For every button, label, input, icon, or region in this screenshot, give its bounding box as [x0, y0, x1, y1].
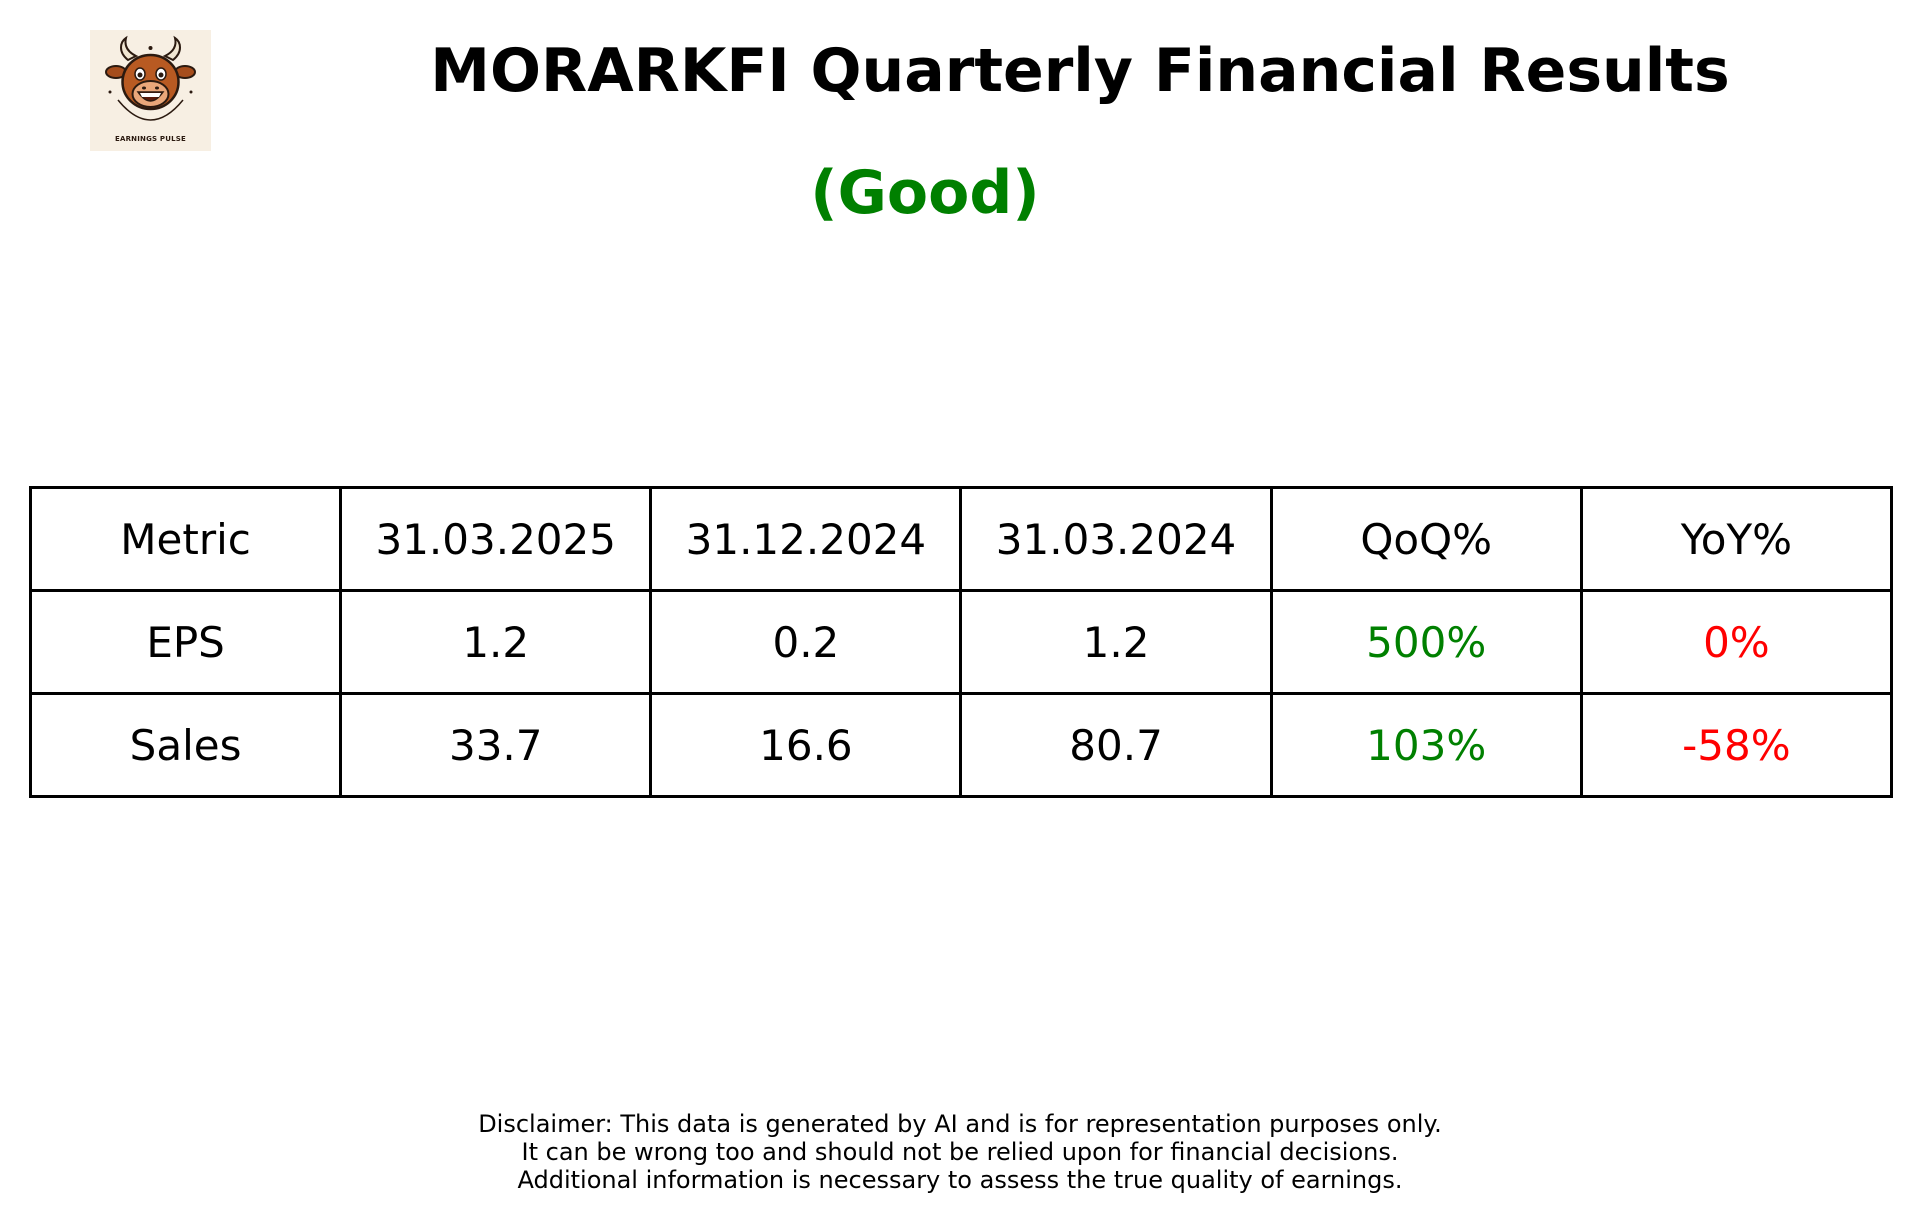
table-row: Sales 33.7 16.6 80.7 103% -58%	[28, 692, 1894, 798]
table-cell: 33.7	[339, 692, 653, 798]
table-cell: 1.2	[959, 589, 1273, 695]
column-header: 31.12.2024	[649, 486, 963, 592]
table-header-row: Metric 31.03.2025 31.12.2024 31.03.2024 QoQ%…	[28, 486, 1894, 592]
column-header: 31.03.2025	[339, 486, 653, 592]
table-cell: 0.2	[649, 589, 963, 695]
table-row: EPS 1.2 0.2 1.2 500% 0%	[28, 589, 1894, 695]
disclaimer: Disclaimer: This data is generated by AI…	[360, 1110, 1560, 1194]
table-cell: 0%	[1579, 589, 1894, 695]
column-header: YoY%	[1579, 486, 1894, 592]
results-table-body: Metric 31.03.2025 31.12.2024 31.03.2024 QoQ%…	[28, 486, 1894, 798]
results-table: Metric 31.03.2025 31.12.2024 31.03.2024 QoQ%…	[28, 486, 1894, 798]
disclaimer-line: Additional information is necessary to a…	[517, 1166, 1403, 1194]
table-cell: 103%	[1269, 692, 1583, 798]
logo-text: EARNINGS PULSE	[114, 135, 187, 143]
bull-mascot-icon	[105, 35, 196, 121]
table-cell: 80.7	[959, 692, 1273, 798]
table-cell: EPS	[28, 589, 343, 695]
table-cell: 16.6	[649, 692, 963, 798]
table-cell: -58%	[1579, 692, 1894, 798]
disclaimer-line: It can be wrong too and should not be re…	[521, 1138, 1399, 1166]
table-cell: 500%	[1269, 589, 1583, 695]
table-cell: 1.2	[339, 589, 653, 695]
rating-subtitle: (Good)	[810, 158, 1040, 228]
page-title: MORARKFI Quarterly Financial Results	[430, 36, 1730, 106]
column-header: QoQ%	[1269, 486, 1583, 592]
earnings-pulse-logo: EARNINGS PULSE	[90, 30, 211, 151]
column-header: Metric	[28, 486, 343, 592]
column-header: 31.03.2024	[959, 486, 1273, 592]
table-cell: Sales	[28, 692, 343, 798]
disclaimer-line: Disclaimer: This data is generated by AI…	[478, 1110, 1442, 1138]
